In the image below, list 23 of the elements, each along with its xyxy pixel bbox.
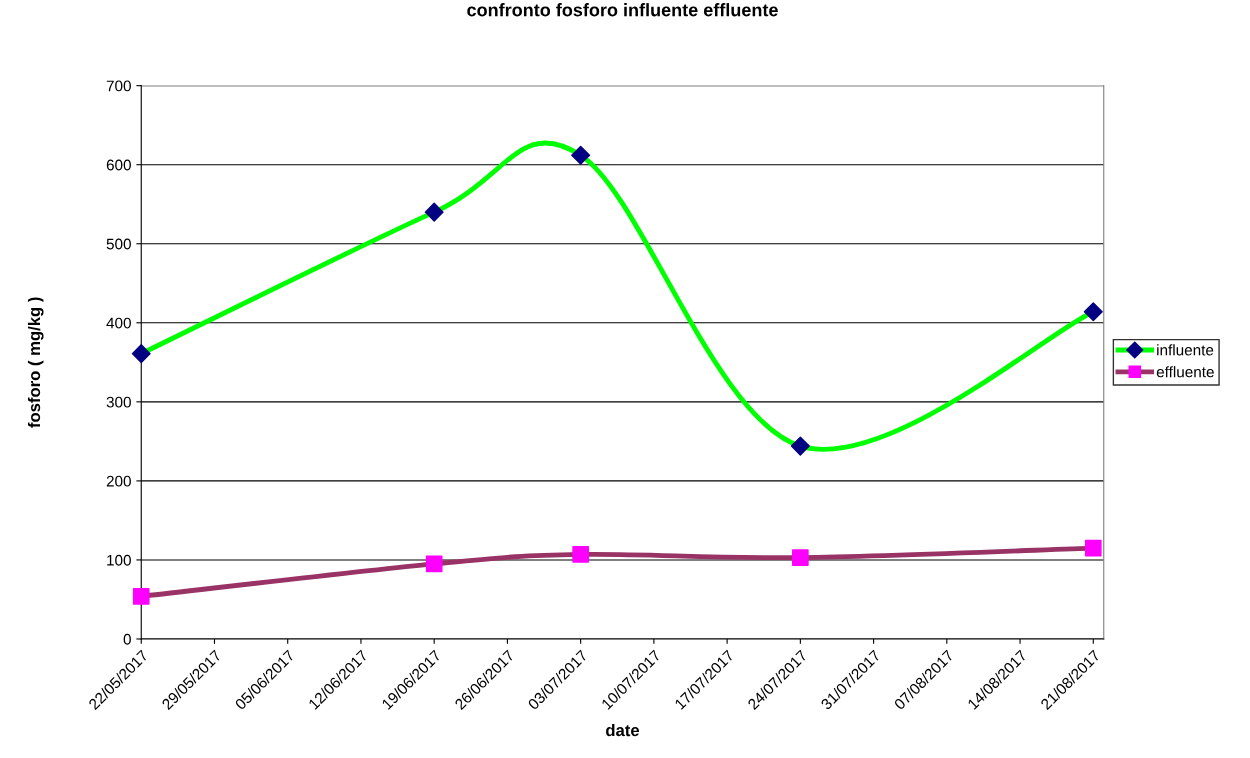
y-tick-label: 0: [123, 633, 131, 645]
point: [131, 344, 151, 364]
point: [572, 546, 589, 563]
legend-label: influente: [1157, 344, 1214, 356]
point: [132, 587, 150, 605]
y-tick-label: 100: [107, 554, 131, 566]
point: [792, 549, 809, 566]
point: [571, 145, 591, 165]
point: [790, 436, 810, 456]
x-axis-title: date: [606, 723, 640, 737]
y-tick-label: 300: [106, 396, 131, 408]
y-axis-title: fosforo ( mg/kg ): [27, 297, 44, 428]
y-tick-label: 200: [106, 475, 131, 487]
legend-label: effluente: [1156, 366, 1214, 378]
point: [1083, 302, 1103, 322]
y-tick-label: 600: [106, 159, 131, 171]
y-tick-label: 700: [106, 80, 131, 92]
y-tick-label: 500: [106, 238, 131, 250]
point: [425, 555, 443, 573]
point: [1084, 539, 1102, 557]
chart-title: confronto fosforo influente effluente: [467, 3, 778, 17]
point: [424, 202, 444, 222]
y-tick-label: 400: [106, 317, 131, 329]
